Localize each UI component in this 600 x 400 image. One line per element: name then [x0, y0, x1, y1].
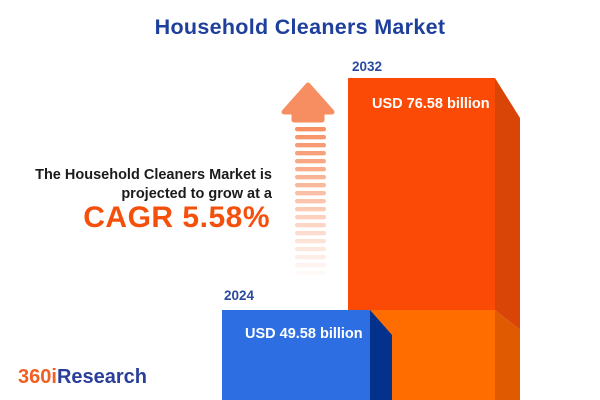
page-title: Household Cleaners Market	[154, 15, 446, 39]
bar-2032-value-label: USD 76.58 billion	[372, 96, 490, 112]
company-logo: 360iResearch	[18, 366, 147, 389]
bar-2024-side	[370, 310, 392, 400]
bar-2032-front-upper	[348, 78, 495, 310]
growth-arrow-head-icon	[281, 82, 335, 123]
cagr-value: CAGR 5.58%	[83, 201, 270, 234]
growth-statement-line1: The Household Cleaners Market is	[35, 167, 272, 183]
growth-arrow-dashed-tail-icon	[295, 127, 326, 276]
bar-2024-front	[222, 310, 370, 400]
bar-2024-year-label: 2024	[224, 288, 255, 303]
growth-statement: The Household Cleaners Market is project…	[0, 166, 272, 204]
bar-2032-side-upper	[495, 78, 520, 330]
logo-text-360i: 360i	[18, 366, 57, 388]
bar-2032-side-lower	[495, 310, 520, 400]
growth-statement-line2: projected to grow at a	[121, 186, 272, 202]
bar-2024-value-label: USD 49.58 billion	[245, 326, 363, 342]
bar-2032-year-label: 2032	[352, 59, 383, 74]
logo-text-research: Research	[56, 366, 147, 388]
